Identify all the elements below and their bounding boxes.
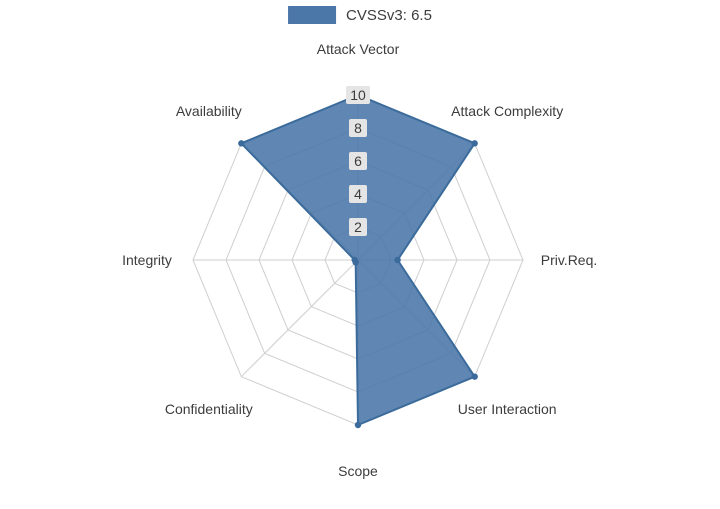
radar-svg <box>0 0 720 504</box>
axis-label: Attack Vector <box>317 41 399 57</box>
axis-label: Scope <box>338 463 378 479</box>
tick-label: 6 <box>354 153 362 169</box>
axis-label: Priv.Req. <box>541 252 598 268</box>
axis-label: Integrity <box>122 252 172 268</box>
radar-chart <box>0 0 720 509</box>
tick-label: 2 <box>354 219 362 235</box>
axis-label: Attack Complexity <box>451 103 563 119</box>
axis-label: Availability <box>176 103 242 119</box>
tick-label: 8 <box>354 120 362 136</box>
axis-label: Confidentiality <box>165 401 253 417</box>
axis-label: User Interaction <box>458 401 557 417</box>
tick-label: 10 <box>350 87 366 103</box>
tick-label: 4 <box>354 186 362 202</box>
